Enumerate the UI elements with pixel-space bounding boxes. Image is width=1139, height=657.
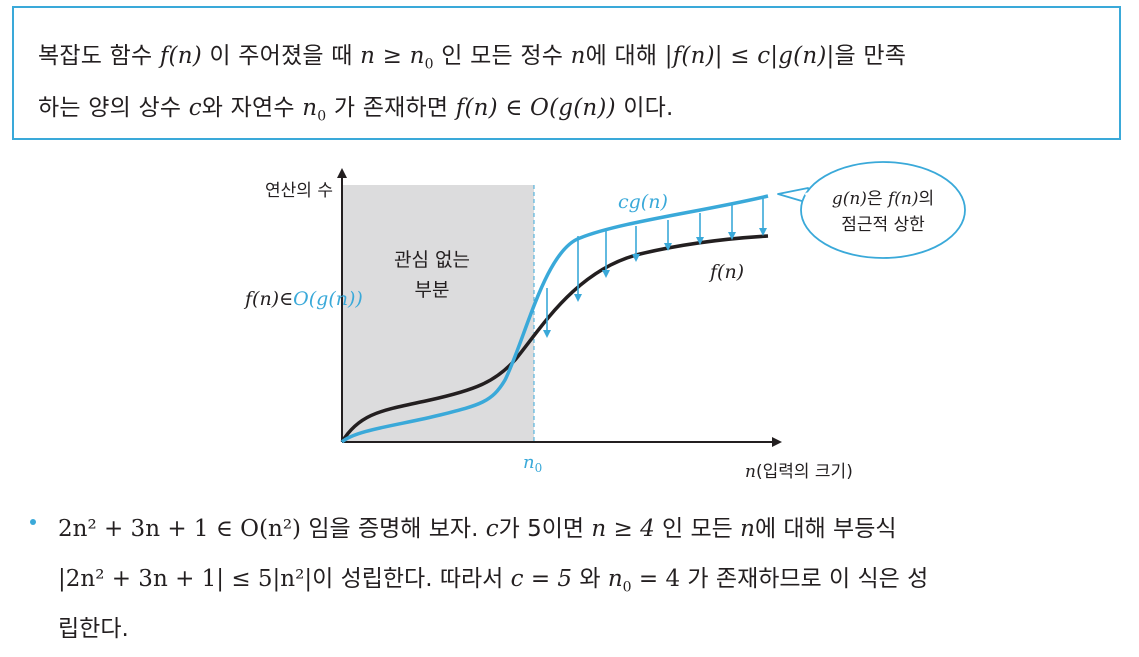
def-math-c: c (188, 95, 202, 121)
example-condition: n ≥ 4 (591, 516, 655, 542)
bullet-dot (30, 519, 36, 525)
callout-ellipse (800, 161, 966, 259)
big-o-figure: 연산의 수 관심 없는 부분 f(n)∈O(g(n)) n0 n(입력의 크기)… (243, 161, 966, 482)
def-math-sub: 0 (424, 56, 434, 73)
f-curve-label: f(n) (708, 261, 744, 283)
callout-line2: 점근적 상한 (841, 215, 925, 235)
example-text: 이 성립한다. 따라서 (312, 566, 511, 592)
left-big-o-label: f(n)∈O(g(n)) (243, 288, 363, 310)
x-axis-label: n(입력의 크기) (745, 462, 853, 482)
y-axis-label: 연산의 수 (265, 181, 333, 201)
def-text: 에 대해 (585, 43, 665, 69)
n0-letter: n (523, 452, 535, 473)
example-c: c (485, 516, 499, 542)
example-text: 에 대해 부등식 (754, 516, 897, 542)
f-curve (340, 234, 769, 443)
example-n0: n (607, 566, 623, 592)
left-label-black: f(n)∈ (243, 288, 293, 310)
def-math-sub: 0 (317, 108, 327, 125)
x-axis-rest: (입력의 크기) (756, 462, 853, 482)
example-line-1: 2n² + 3n + 1 ∈ O(n²) 임을 증명해 보자. c가 5이면 n… (58, 509, 897, 543)
def-text: 인 모든 정수 (433, 43, 571, 69)
def-math-inequality: |f(n)| ≤ c|g(n)| (664, 43, 835, 69)
definition-line-1: 복잡도 함수 f(n) 이 주어졌을 때 n ≥ n0 인 모든 정수 n에 대… (38, 36, 906, 73)
left-label-blue: O(g(n)) (293, 288, 363, 310)
def-math-n0: n (302, 95, 318, 121)
example-inequality: |2n² + 3n + 1| ≤ 5|n²| (58, 566, 313, 592)
def-text: 와 자연수 (201, 95, 303, 121)
cg-curve (340, 194, 769, 444)
def-math-fn: f(n) (159, 43, 202, 69)
example-line-2: |2n² + 3n + 1| ≤ 5|n²|이 성립한다. 따라서 c = 5 … (58, 559, 928, 596)
callout-bubble: g(n)은 f(n)의 점근적 상한 (777, 161, 966, 259)
callout-text: 은 (867, 189, 888, 209)
shaded-region-label-line1: 관심 없는 (394, 249, 470, 271)
callout-f: f(n) (886, 189, 919, 209)
example-text: 립한다. (58, 616, 129, 642)
example-text: 임을 증명해 보자. (301, 516, 486, 542)
def-text: 가 존재하면 (326, 95, 456, 121)
uninteresting-region (342, 185, 534, 442)
callout-text: 의 (919, 189, 935, 209)
bound-arrows (543, 198, 767, 338)
def-text: 을 만족 (834, 43, 907, 69)
callout-joint (804, 192, 814, 205)
example-text: 인 모든 (654, 516, 741, 542)
n0-subscript: 0 (535, 461, 543, 475)
def-text: 이 주어졌을 때 (201, 43, 361, 69)
shaded-region-label-line2: 부분 (415, 279, 450, 301)
n0-tick-label: n0 (523, 452, 542, 475)
example-n0-sub: 0 (622, 579, 632, 596)
example-n: n (740, 516, 755, 542)
example-text: 가 5이면 (498, 516, 592, 542)
example-line-3: 립한다. (58, 609, 129, 643)
cg-curve-label: cg(n) (618, 191, 668, 213)
example-expr: 2n² + 3n + 1 ∈ O(n²) (58, 516, 302, 542)
callout-g: g(n) (832, 189, 867, 209)
example-text: 가 존재하므로 이 식은 성 (680, 566, 929, 592)
example-c-value: c = 5 (510, 566, 573, 592)
def-text: 이다. (615, 95, 674, 121)
example-text: 와 (572, 566, 608, 592)
example-n0-value: = 4 (631, 566, 681, 592)
definition-box: 복잡도 함수 f(n) 이 주어졌을 때 n ≥ n0 인 모든 정수 n에 대… (12, 6, 1121, 140)
definition-line-2: 하는 양의 상수 c와 자연수 n0 가 존재하면 f(n) ∈ O(g(n))… (38, 88, 674, 125)
def-text: 하는 양의 상수 (38, 95, 189, 121)
callout-line1: g(n)은 f(n)의 (832, 189, 934, 209)
def-text: 복잡도 함수 (38, 43, 160, 69)
def-math-big-o: f(n) ∈ O(g(n)) (455, 95, 616, 121)
def-math-n-ge-n0: n ≥ n (360, 43, 425, 69)
x-axis-n: n (745, 462, 756, 482)
def-math-n: n (570, 43, 586, 69)
